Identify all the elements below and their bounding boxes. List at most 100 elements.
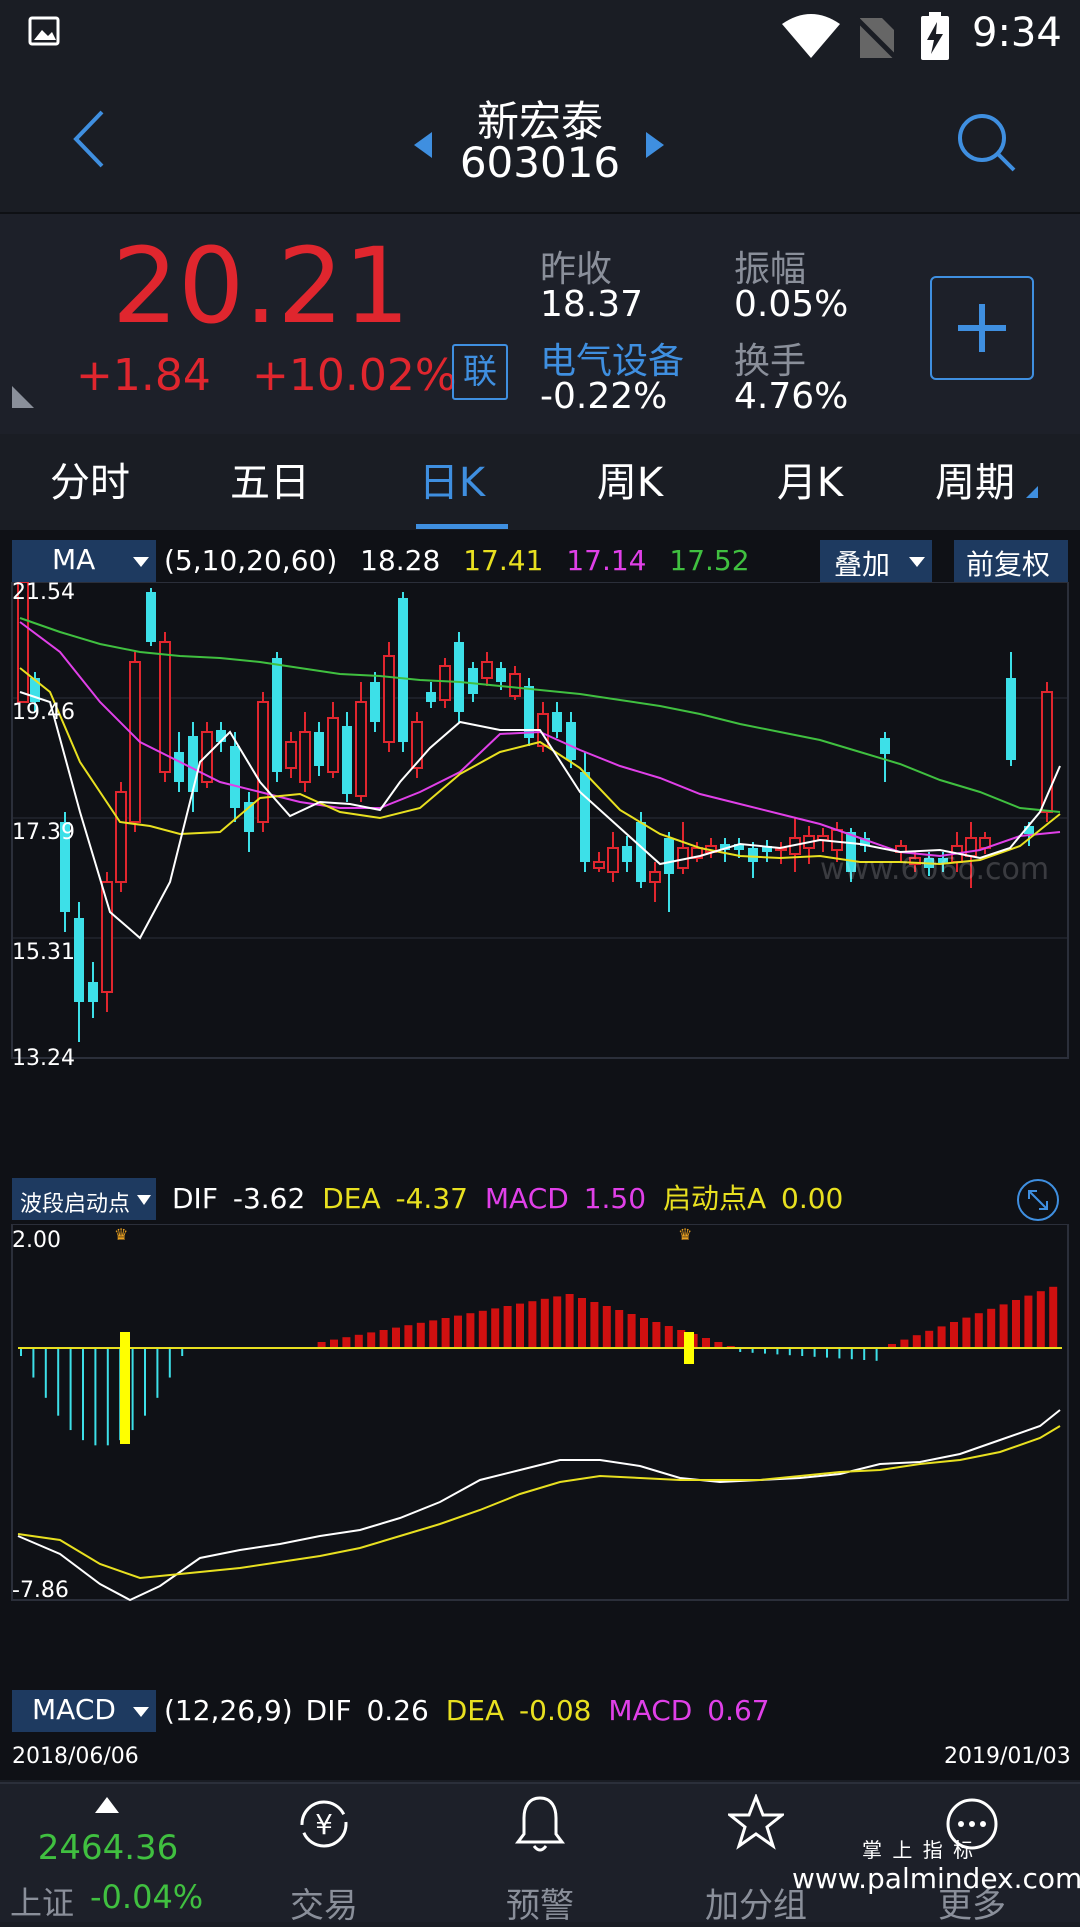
macd-dea-label: DEA [445,1694,505,1727]
index-ticker[interactable]: 2464.36 上证 -0.04% [0,1784,216,1922]
tab-five-day[interactable]: 五日 [230,460,310,506]
tab-minute[interactable]: 分时 [50,460,130,506]
macd-histogram-bar [516,1303,524,1348]
candle-body [74,918,84,1002]
nav-trade[interactable]: ¥ 交易 [216,1784,432,1926]
tab-month-k[interactable]: 月K [776,460,844,506]
macd-histogram-bar [330,1339,338,1348]
tab-period[interactable]: 周期 [935,460,1015,506]
wave-macd-label: MACD [484,1182,569,1215]
overlay-select[interactable]: 叠加 [820,540,932,582]
candle-body [1024,826,1034,834]
star-icon [728,1794,784,1850]
macd-histogram-bar [354,1334,363,1348]
candle-body [831,829,843,851]
tab-day-k[interactable]: 日K [418,460,486,506]
signal-bar [684,1332,694,1364]
add-watchlist-button[interactable] [930,276,1034,380]
candle-body [216,730,226,742]
macd-histogram-bar [714,1342,723,1348]
ma20-line [19,621,1061,858]
bottom-nav: 2464.36 上证 -0.04% ¥ 交易 预警 加分组 更多 掌 上 指 标… [0,1782,1080,1926]
macd-histogram-bar [466,1313,475,1348]
macd-histogram-bar [888,1344,896,1348]
macd-histogram-bar [900,1339,909,1348]
kline-chart-area: MA (5,10,20,60) 18.28 17.41 17.14 17.52 … [0,530,1080,1780]
bell-icon [515,1796,565,1852]
candlestick-chart[interactable] [0,582,1080,1062]
expand-icon[interactable] [1016,1178,1060,1222]
candle-body [426,692,436,702]
nav-alert[interactable]: 预警 [432,1784,648,1926]
macd-histogram-bar [813,1348,816,1357]
macd-histogram-bar [565,1294,574,1348]
wifi-icon [782,14,840,58]
nav-more[interactable]: 更多 [864,1784,1080,1926]
back-arrow-icon[interactable] [70,108,110,170]
nav-add-group[interactable]: 加分组 [648,1784,864,1926]
candle-body [593,861,605,869]
macd-histogram-bar [94,1348,97,1446]
ma5-line [19,691,1061,940]
candle-body [909,857,921,865]
candle-body [383,655,395,743]
candle-body [880,738,890,754]
ma60-line [19,617,1061,813]
index-name: 上证 [10,1884,75,1922]
nav-add-group-label: 加分组 [705,1886,807,1926]
candle-body [734,844,744,850]
macd-histogram-bar [962,1317,971,1348]
macd-histogram-bar [168,1348,171,1378]
candle-body [1041,691,1053,813]
price-axis-3: 17.39 [12,820,75,845]
candle-body [649,871,661,883]
candle-body [314,732,324,766]
macd-histogram-bar [441,1318,450,1348]
macd-histogram-bar [44,1348,47,1398]
macd-histogram-bar [181,1348,184,1356]
candle-body [115,791,127,883]
macd-histogram-bar [826,1348,828,1358]
macd-histogram-bar [429,1320,438,1348]
wave-dif-label: DIF [172,1182,218,1215]
candle-body [580,772,590,862]
candle-body [355,701,367,797]
wave-indicator-select[interactable]: 波段启动点 [12,1178,156,1220]
candle-body [607,847,619,873]
candle-body [342,726,352,794]
candle-body [230,746,240,808]
period-tabs: 分时 五日 日K 周K 月K 周期 [0,436,1080,530]
macd-histogram-bar [627,1314,636,1348]
macd-indicator-select[interactable]: MACD [12,1690,156,1732]
adjust-label: 前复权 [966,548,1051,581]
signal-marker-icon: ♛ [678,1225,692,1244]
macd-histogram-bar [590,1302,599,1348]
macd-chart[interactable]: ♛ ♛ [0,1224,1080,1604]
sector-label[interactable]: 电气设备 [540,341,685,382]
macd-histogram-bar [1036,1291,1045,1348]
macd-histogram-bar [578,1298,586,1348]
trade-icon: ¥ [300,1800,348,1848]
index-value: 2464.36 [37,1828,179,1868]
macd-histogram-bar [788,1348,791,1356]
linked-badge[interactable]: 联 [452,344,508,400]
prev-stock-icon[interactable] [412,130,434,160]
candle-body [454,642,464,712]
macd-histogram-bar [367,1332,376,1348]
wave-start-label: 启动点A [662,1182,767,1215]
tab-week-k[interactable]: 周K [596,460,664,506]
search-icon[interactable] [956,112,1018,174]
candle-body [244,802,254,832]
battery-charging-icon [921,12,949,60]
macd-histogram-bar [850,1348,853,1360]
macd-histogram-bar [987,1308,996,1348]
next-stock-icon[interactable] [644,130,666,160]
chevron-down-icon [133,1707,149,1717]
macd-values: (12,26,9) DIF 0.26 DEA -0.08 MACD 0.67 [164,1694,770,1728]
macd-histogram-bar [32,1348,35,1378]
adjust-button[interactable]: 前复权 [954,540,1068,582]
candle-body [566,722,576,760]
ma-indicator-select[interactable]: MA [12,540,156,582]
macd-histogram-bar [999,1304,1008,1348]
overlay-label: 叠加 [834,548,891,581]
